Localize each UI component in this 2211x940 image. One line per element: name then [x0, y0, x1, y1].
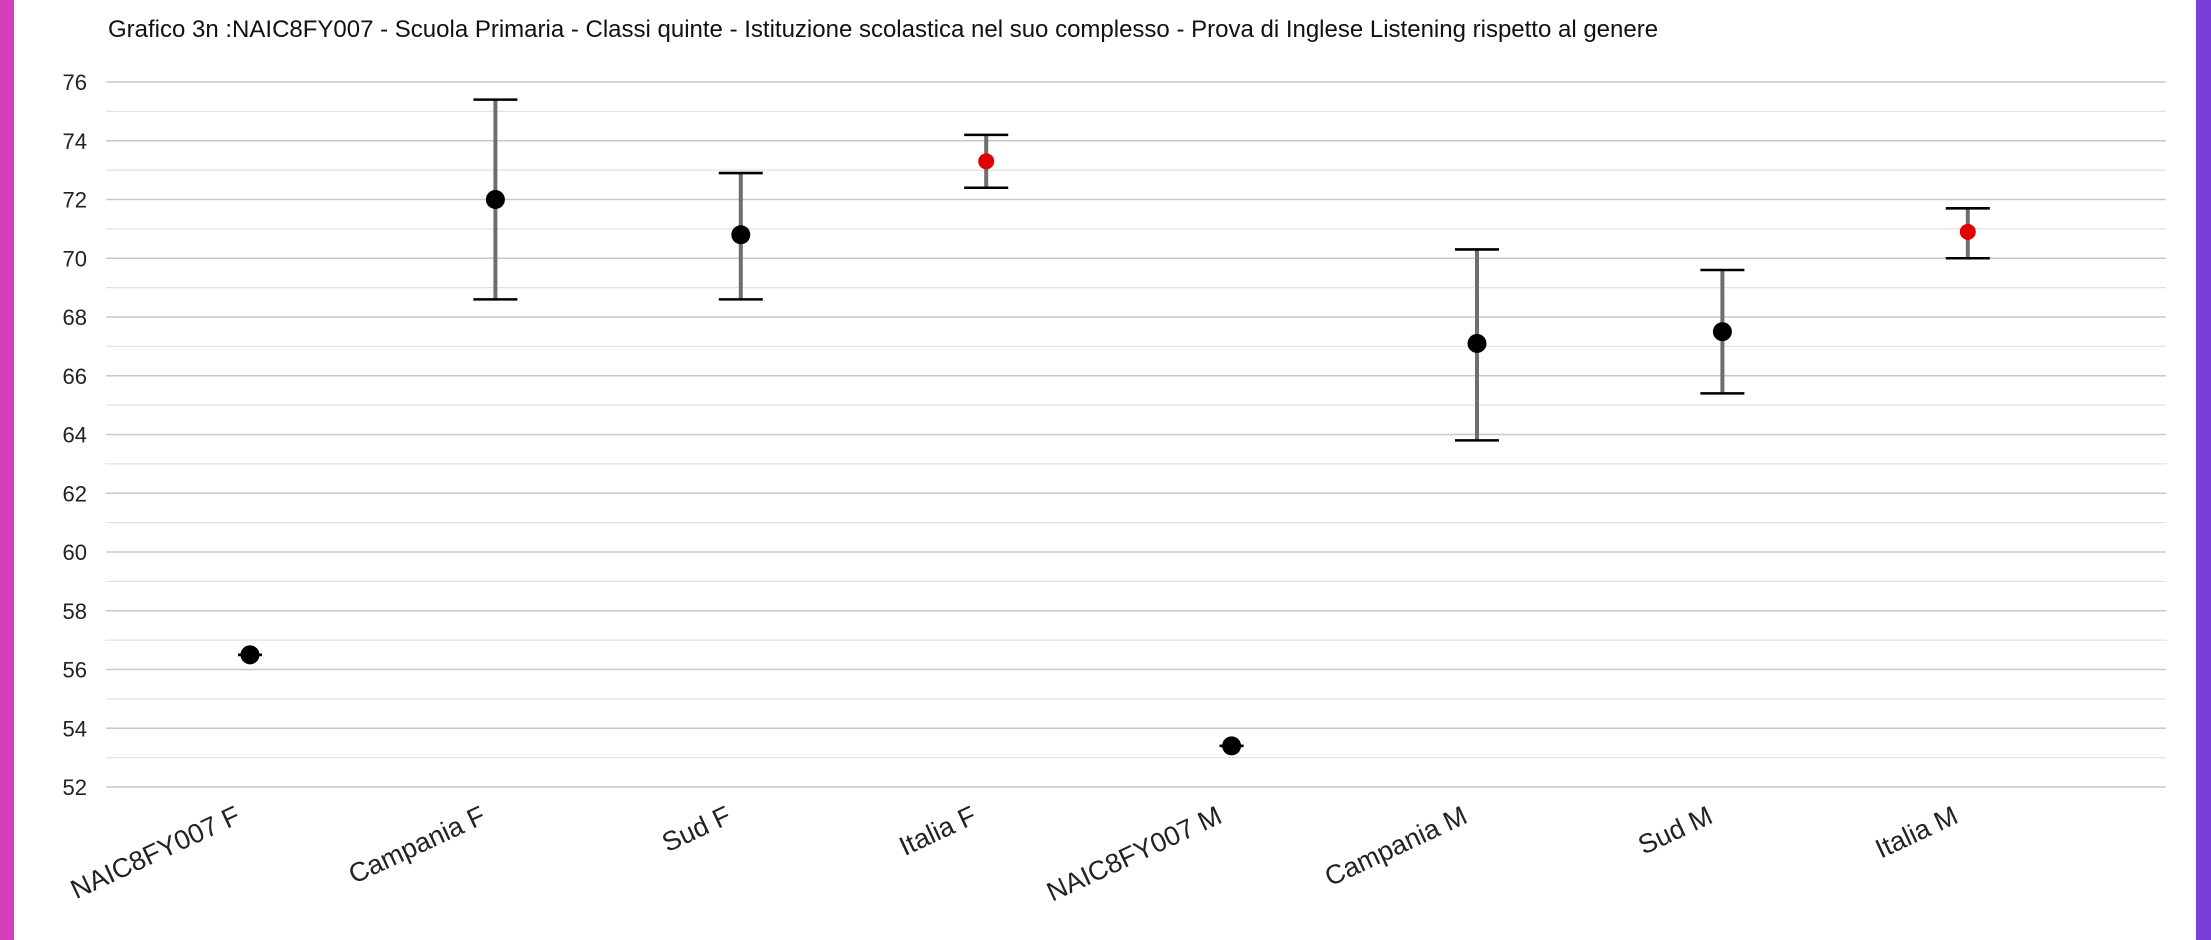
y-tick-label: 76	[63, 70, 87, 95]
y-tick-label: 62	[63, 481, 87, 506]
x-tick-label: Campania F	[344, 800, 490, 889]
x-axis-ticks: NAIC8FY007 F Campania F Sud F Italia F NAIC8…	[66, 800, 1962, 907]
chart-panel: Grafico 3n :NAIC8FY007 - Scuola Primaria…	[14, 0, 2196, 940]
data-point	[1712, 322, 1732, 342]
data-point	[1959, 223, 1976, 240]
data-points	[240, 153, 1976, 756]
gridlines	[106, 81, 2166, 788]
data-point	[731, 225, 751, 245]
data-point	[240, 645, 260, 665]
y-tick-label: 68	[63, 305, 87, 330]
x-tick-label: Campania M	[1320, 800, 1471, 892]
y-tick-label: 52	[63, 775, 87, 800]
data-point	[485, 190, 505, 209]
y-tick-label: 58	[63, 599, 87, 624]
y-tick-label: 60	[63, 540, 87, 565]
y-axis-ticks: 52 54 56 58 60 62 64 66 68 70 72 74 76	[63, 70, 87, 800]
data-point	[1222, 736, 1242, 756]
x-tick-label: Italia F	[895, 800, 981, 861]
y-tick-label: 54	[63, 716, 87, 741]
data-point	[978, 153, 995, 170]
x-tick-label: Sud F	[657, 800, 735, 858]
y-tick-label: 56	[63, 658, 87, 683]
y-tick-label: 66	[63, 364, 87, 389]
x-tick-label: NAIC8FY007 F	[66, 800, 245, 905]
x-tick-label: Sud M	[1634, 800, 1717, 860]
y-tick-label: 74	[63, 129, 87, 154]
data-point	[1467, 333, 1487, 353]
chart: Grafico 3n :NAIC8FY007 - Scuola Primaria…	[63, 16, 2166, 907]
x-tick-label: Italia M	[1871, 800, 1963, 864]
chart-title: Grafico 3n :NAIC8FY007 - Scuola Primaria…	[108, 16, 1658, 43]
y-tick-label: 72	[63, 188, 87, 213]
y-tick-label: 64	[63, 423, 87, 448]
y-tick-label: 70	[63, 246, 87, 271]
x-tick-label: NAIC8FY007 M	[1042, 800, 1226, 907]
